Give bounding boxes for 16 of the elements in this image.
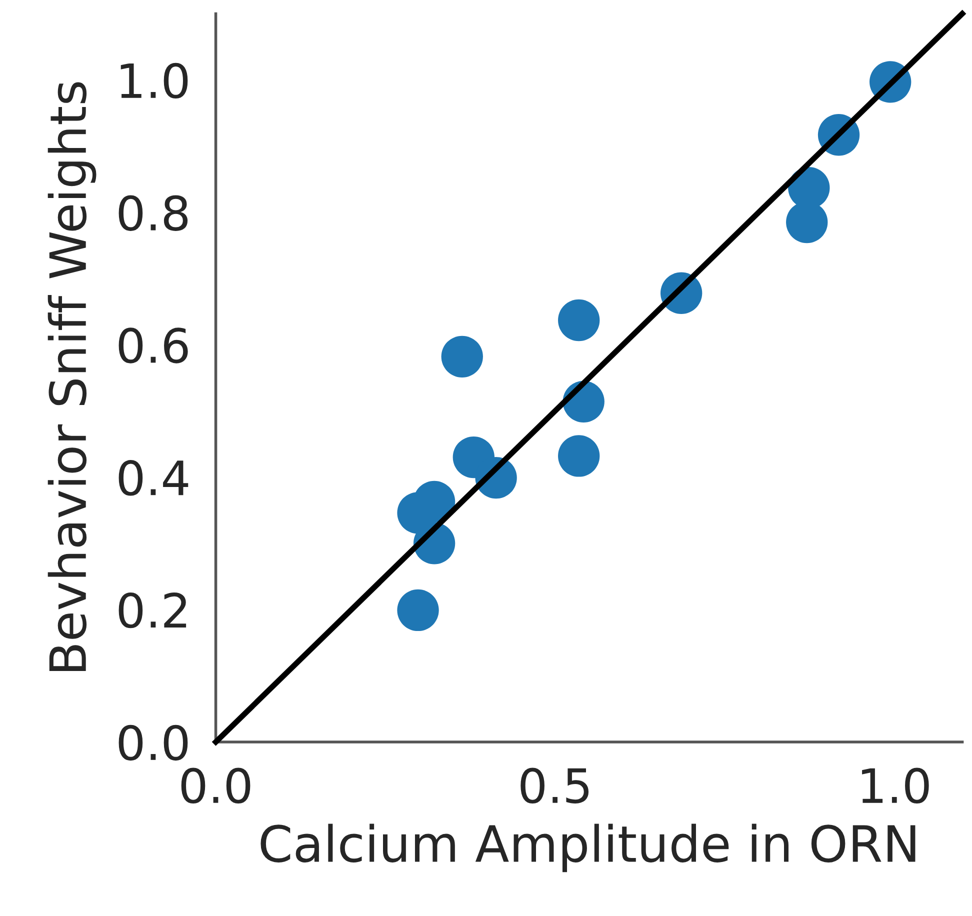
x-tick-label: 0.0 — [181, 768, 250, 804]
point — [558, 435, 600, 477]
y-tick-label: 0.6 — [118, 328, 188, 364]
x-axis-title: Calcium Amplitude in ORN — [260, 824, 916, 872]
y-tick-label: 0.4 — [118, 460, 188, 496]
y-tick-label: 1.0 — [120, 62, 188, 99]
y-axis-title: Bevhavior Sniff Weights — [48, 82, 96, 672]
x-tick-label: 1.0 — [862, 768, 929, 804]
y-tick-label: 0.0 — [118, 724, 188, 761]
point — [441, 336, 483, 378]
y-tick-label: 0.8 — [118, 195, 188, 231]
point — [397, 492, 439, 534]
x-tick-label: 0.5 — [520, 768, 589, 804]
point — [397, 589, 439, 632]
point — [558, 299, 600, 342]
y-tick-label: 0.2 — [118, 592, 186, 628]
